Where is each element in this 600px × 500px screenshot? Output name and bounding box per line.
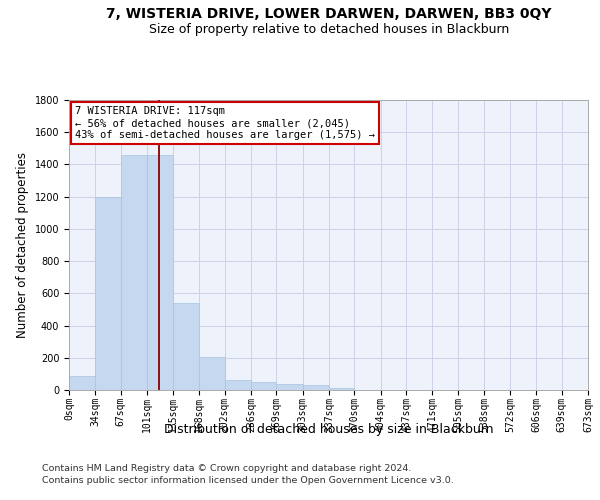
Bar xyxy=(277,384,302,390)
Text: 7 WISTERIA DRIVE: 117sqm
← 56% of detached houses are smaller (2,045)
43% of sem: 7 WISTERIA DRIVE: 117sqm ← 56% of detach… xyxy=(75,106,375,140)
Bar xyxy=(302,386,329,390)
Text: Contains HM Land Registry data © Crown copyright and database right 2024.: Contains HM Land Registry data © Crown c… xyxy=(42,464,412,473)
Bar xyxy=(147,155,173,390)
Bar xyxy=(95,196,121,390)
Text: Size of property relative to detached houses in Blackburn: Size of property relative to detached ho… xyxy=(149,24,509,36)
Bar xyxy=(199,357,225,390)
Y-axis label: Number of detached properties: Number of detached properties xyxy=(16,152,29,338)
Text: Contains public sector information licensed under the Open Government Licence v3: Contains public sector information licen… xyxy=(42,476,454,485)
Bar xyxy=(173,303,199,390)
Bar xyxy=(251,382,277,390)
Text: 7, WISTERIA DRIVE, LOWER DARWEN, DARWEN, BB3 0QY: 7, WISTERIA DRIVE, LOWER DARWEN, DARWEN,… xyxy=(106,8,551,22)
Bar xyxy=(121,155,147,390)
Bar xyxy=(225,380,251,390)
Bar xyxy=(69,376,95,390)
Bar xyxy=(329,388,355,390)
Text: Distribution of detached houses by size in Blackburn: Distribution of detached houses by size … xyxy=(164,422,494,436)
